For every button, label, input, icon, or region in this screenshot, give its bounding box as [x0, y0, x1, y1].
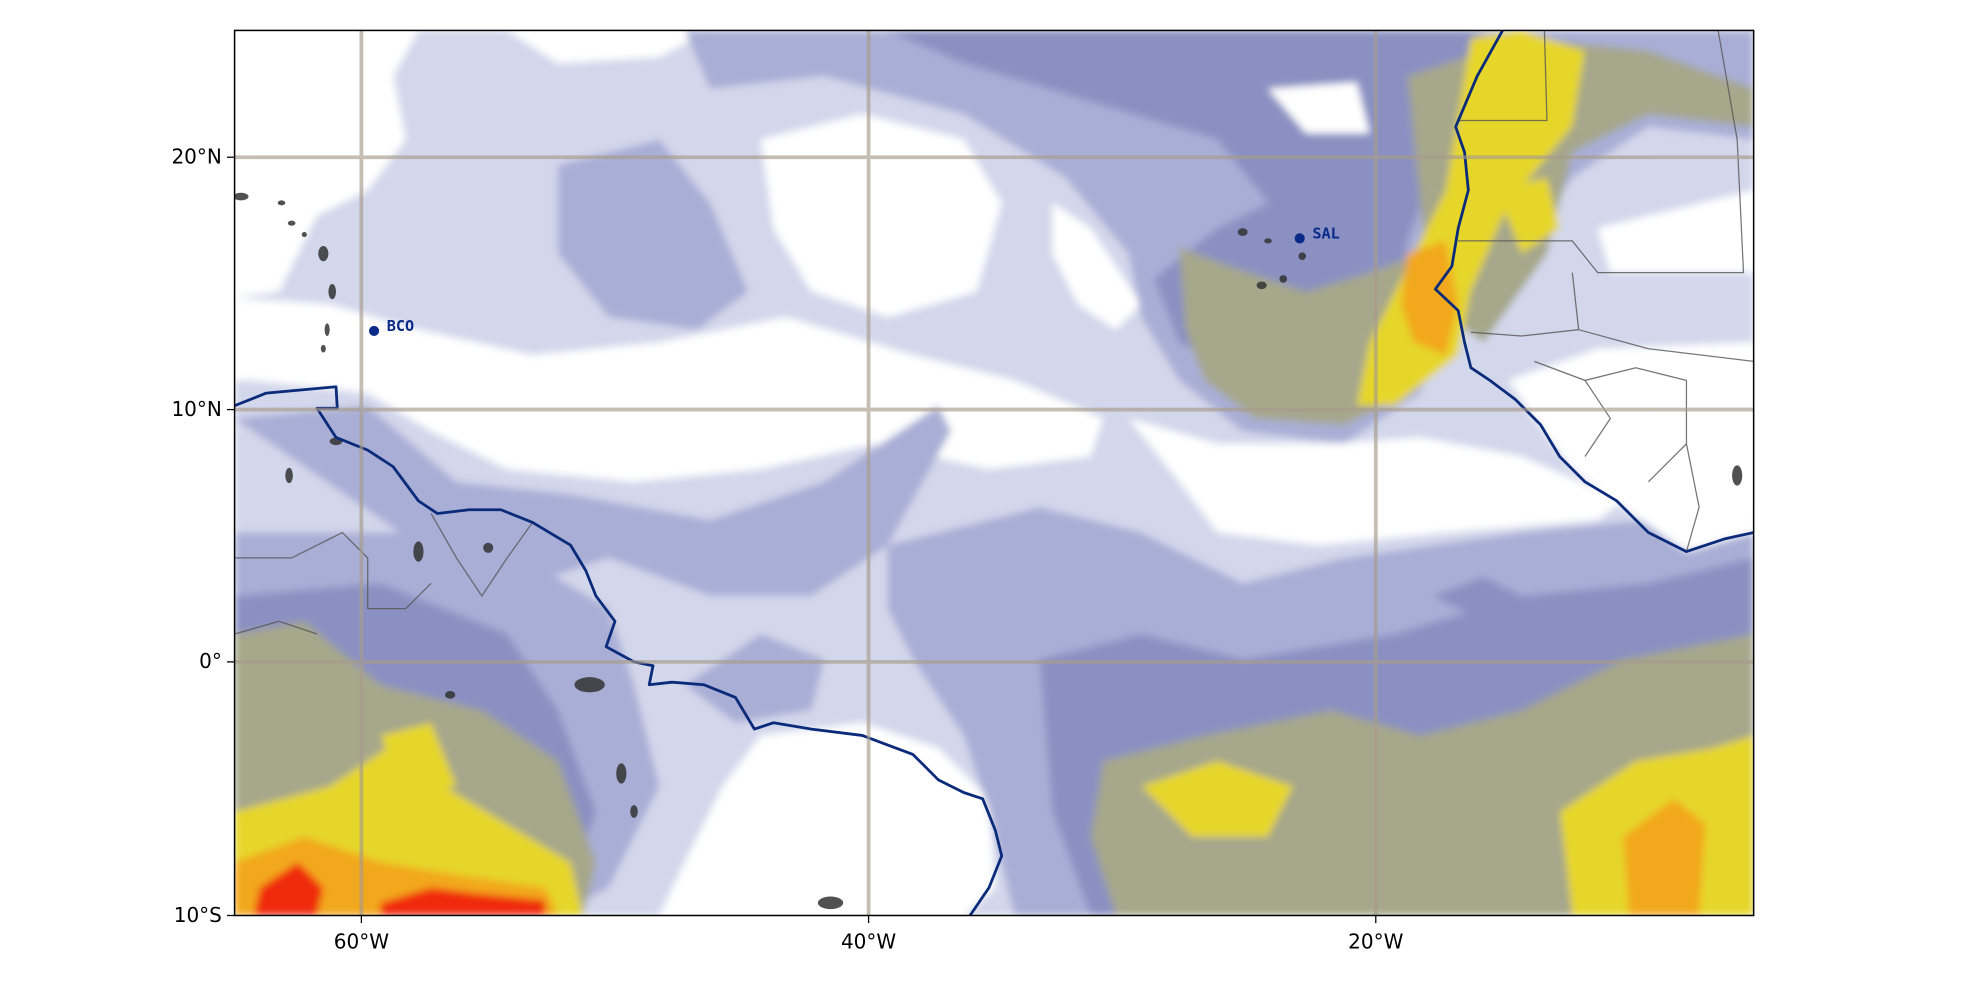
y-tick-label: 10°S: [174, 903, 222, 927]
islands: [234, 192, 1743, 910]
axes-frame: [233, 29, 1755, 917]
x-tick-label: 40°W: [841, 929, 896, 953]
station-bco: BCO: [368, 317, 414, 337]
station-label-sal: SAL: [1312, 224, 1339, 242]
y-tick-labels: 20°N 10°N 0° 10°S: [171, 145, 221, 927]
dust-field: [234, 30, 1754, 916]
x-tick-label: 60°W: [334, 929, 389, 953]
tick-marks: [226, 156, 1377, 924]
country-borders: [234, 30, 1754, 635]
y-tick-label: 0°: [199, 649, 222, 673]
x-tick-label: 20°W: [1348, 929, 1403, 953]
africa-coast: [1433, 30, 1754, 553]
station-sal: SAL: [1294, 224, 1340, 244]
africa-land-light: [1268, 82, 1754, 552]
gridlines: [234, 30, 1754, 916]
station-marker: [368, 325, 380, 337]
station-marker: [1294, 233, 1305, 244]
station-label-bco: BCO: [387, 317, 414, 335]
y-tick-label: 20°N: [171, 145, 221, 169]
map-area: BCO SAL: [234, 30, 1754, 916]
field-level-7: [253, 862, 546, 916]
x-tick-labels: 60°W 40°W 20°W: [334, 929, 1404, 953]
y-tick-label: 10°N: [171, 397, 221, 421]
